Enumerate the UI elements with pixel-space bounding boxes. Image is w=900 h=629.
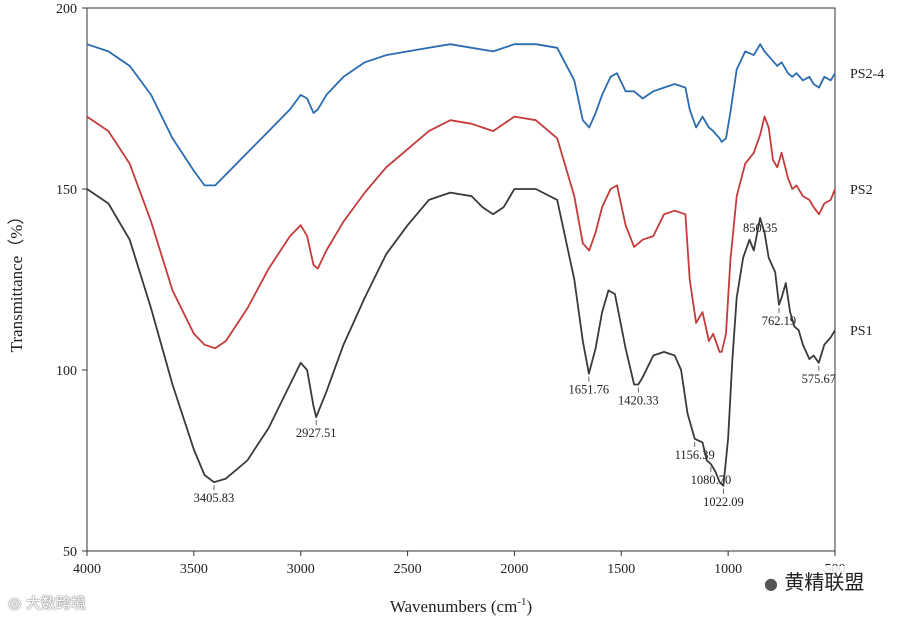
series-line-ps1 xyxy=(86,188,836,487)
wechat-icon: ● xyxy=(764,574,778,593)
x-axis-label-main: Wavenumbers (cm xyxy=(390,597,518,616)
x-tick-label: 3500 xyxy=(180,562,208,577)
x-tick-label: 4000 xyxy=(73,562,101,577)
peak-label: 850.35 xyxy=(743,221,777,235)
peak-annotations: 3405.83 2927.51 1651.76 1420.33 1156.39 1080.… xyxy=(194,219,836,509)
watermark-right: ● 黄精联盟 xyxy=(760,566,869,595)
watermark-left-text: 大数跨境 xyxy=(25,594,86,612)
watermark-right-text: 黄精联盟 xyxy=(784,570,865,594)
peak-label: 1022.09 xyxy=(703,495,744,509)
camera-icon: ◎ xyxy=(8,594,22,612)
peak-label: 762.19 xyxy=(762,314,796,328)
plot-frame xyxy=(86,7,836,552)
peak-label: 1156.39 xyxy=(675,448,715,462)
y-tick-label: 200 xyxy=(56,2,77,17)
x-axis-label: Wavenumbers (cm-1) xyxy=(390,596,532,616)
x-axis-label-close: ) xyxy=(527,597,533,616)
x-tick-label: 2000 xyxy=(500,562,528,577)
x-axis-label-superscript: -1 xyxy=(517,596,526,608)
y-axis-label: Transmittance（%） xyxy=(7,208,26,353)
series-label-ps1: PS1 xyxy=(850,324,873,339)
series-layer xyxy=(86,43,836,487)
peak-label: 1651.76 xyxy=(569,383,610,397)
series-line-ps2 xyxy=(86,115,836,353)
x-tick-label: 1500 xyxy=(607,562,635,577)
peak-label: 1080.70 xyxy=(691,473,732,487)
series-label-ps2-4: PS2-4 xyxy=(850,67,884,82)
watermark-left: ◎ 大数跨境 xyxy=(8,592,86,613)
x-tick-label: 3000 xyxy=(287,562,315,577)
y-axis-ticks: 50 100 150 200 xyxy=(56,2,87,560)
peak-label: 3405.83 xyxy=(194,491,235,505)
peak-label: 2927.51 xyxy=(296,426,337,440)
series-label-ps2: PS2 xyxy=(850,183,873,198)
y-tick-label: 50 xyxy=(63,545,77,560)
peak-label: 575.67 xyxy=(802,372,836,386)
series-line-ps2-4 xyxy=(86,43,836,187)
x-tick-label: 1000 xyxy=(714,562,742,577)
peak-label: 1420.33 xyxy=(618,393,659,407)
series-labels: PS2-4 PS2 PS1 xyxy=(850,67,884,339)
y-tick-label: 100 xyxy=(56,364,77,379)
y-tick-label: 150 xyxy=(56,183,77,198)
x-axis-ticks: 4000350030002500200015001000500 xyxy=(73,551,846,577)
x-tick-label: 2500 xyxy=(394,562,422,577)
